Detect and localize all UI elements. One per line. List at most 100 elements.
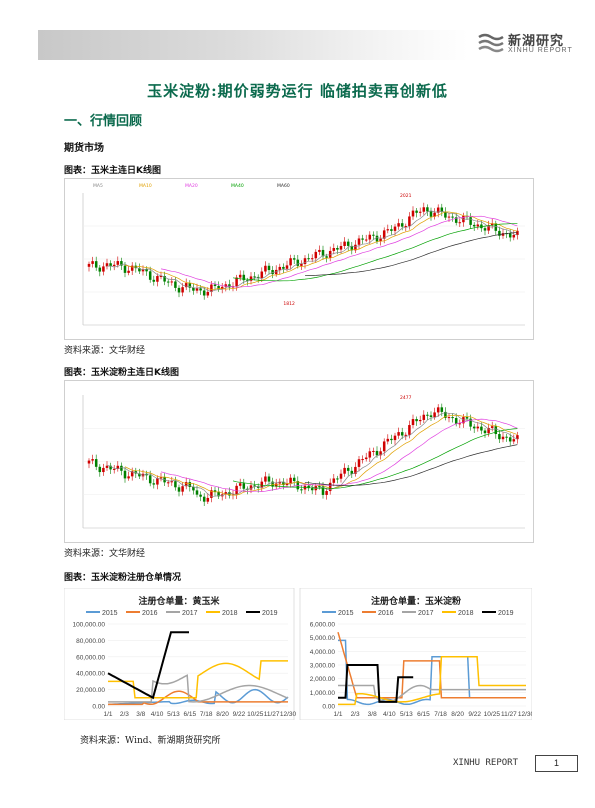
candle-body — [386, 438, 390, 442]
y-tick-label: 3,000.00 — [310, 663, 336, 670]
candle-body — [364, 457, 368, 460]
candle-body — [429, 415, 433, 418]
candle-body — [458, 222, 462, 224]
candle-body — [480, 426, 483, 431]
candle-body — [476, 426, 480, 429]
candle-body — [390, 229, 393, 231]
candle-body — [213, 284, 217, 286]
candle-body — [166, 482, 170, 484]
y-tick-label: 80,000.00 — [76, 638, 105, 645]
candle-body — [404, 434, 408, 436]
candle-body — [130, 471, 134, 477]
candle-body — [487, 427, 490, 434]
candle-body — [321, 249, 325, 257]
figure-source-starch: 资料来源：文华财经 — [64, 549, 146, 559]
candle-body — [465, 417, 469, 419]
candle-body — [267, 265, 271, 271]
candle-body — [282, 266, 285, 269]
candle-body — [174, 281, 177, 288]
candle-body — [188, 283, 192, 288]
price-annotation: 2021 — [400, 193, 412, 199]
candle-body — [390, 438, 393, 441]
candle-body — [472, 426, 476, 429]
starch-kline-chart: 2477 — [64, 380, 534, 543]
candle-body — [206, 291, 210, 296]
candle-body — [444, 411, 447, 418]
legend-label: 2015 — [102, 610, 118, 617]
logo-cn-text: 新湖研究 — [508, 34, 565, 49]
candle-body — [156, 478, 159, 485]
figure-caption-receipts: 图表：玉米淀粉注册仓单情况 — [64, 573, 182, 583]
candle-body — [195, 288, 199, 291]
moving-average-line — [304, 444, 518, 486]
candle-body — [224, 492, 228, 495]
candle-body — [141, 269, 145, 272]
candle-body — [436, 407, 440, 413]
candle-body — [426, 207, 429, 212]
candle-body — [238, 483, 242, 486]
candle-body — [94, 261, 98, 268]
figure-caption-corn: 图表：玉米主连日K线图 — [64, 166, 161, 176]
candle-body — [300, 263, 303, 266]
subsection-heading: 期货市场 — [64, 143, 104, 154]
legend-label: 2015 — [338, 610, 354, 617]
series-line — [108, 674, 289, 703]
candle-body — [336, 247, 339, 250]
candle-body — [289, 477, 292, 484]
candle-body — [260, 271, 264, 279]
candle-body — [192, 486, 195, 491]
legend-label: 2017 — [182, 610, 198, 617]
series-line — [337, 631, 526, 699]
candle-body — [354, 466, 357, 474]
x-tick-label: 3/8 — [368, 711, 377, 718]
candle-body — [408, 425, 411, 435]
candle-body — [307, 258, 310, 260]
figure-caption-starch: 图表：玉米淀粉主连日K线图 — [64, 368, 179, 378]
candle-body — [375, 450, 379, 456]
candle-body — [235, 277, 238, 287]
candle-body — [282, 481, 285, 486]
moving-average-line — [232, 223, 518, 282]
logo-waves-icon — [478, 33, 504, 53]
y-tick-label: 40,000.00 — [76, 671, 105, 678]
candle-body — [318, 249, 321, 252]
candle-body — [354, 244, 357, 251]
candle-body — [350, 470, 354, 474]
x-tick-label: 6/15 — [417, 711, 430, 718]
candle-body — [476, 224, 480, 227]
x-tick-label: 11/27 — [501, 711, 517, 718]
x-tick-label: 11/27 — [264, 711, 280, 718]
candle-body — [174, 481, 177, 488]
candle-body — [238, 274, 242, 278]
y-tick-label: 6,000.00 — [310, 622, 336, 629]
candle-body — [267, 476, 271, 482]
moving-average-line — [304, 231, 518, 277]
moving-average-line — [106, 412, 518, 497]
legend-label: MA40 — [231, 183, 244, 189]
candle-body — [346, 241, 350, 246]
legend-label: 2016 — [378, 610, 394, 617]
footer-report-label: XINHU REPORT — [453, 758, 519, 768]
candle-body — [105, 263, 109, 267]
warehouse-receipt-charts: 注册仓单量：黄玉米 2015 2016 2017 2018 2019 100,000.00 8… — [63, 587, 535, 721]
candle-body — [199, 494, 202, 497]
candle-body — [472, 224, 476, 227]
candle-body — [458, 423, 462, 425]
candle-body — [123, 470, 127, 479]
candle-body — [357, 238, 361, 245]
candle-body — [397, 432, 400, 436]
candle-body — [242, 274, 246, 281]
candle-body — [166, 281, 170, 283]
x-tick-label: 4/10 — [383, 711, 396, 718]
candle-body — [228, 492, 231, 496]
candle-body — [98, 466, 102, 473]
candle-body — [210, 284, 213, 292]
candle-body — [188, 482, 192, 487]
candle-body — [447, 216, 451, 218]
page-title: 玉米淀粉:期价弱势运行 临储拍卖再创新低 — [147, 82, 448, 100]
candle-body — [112, 468, 116, 470]
series-line — [338, 664, 414, 703]
receipt-panel: 注册仓单量：玉米淀粉 2015 2016 2017 2018 2019 6,000.00 5,… — [299, 587, 535, 721]
series-line — [338, 684, 526, 703]
candle-body — [253, 485, 256, 487]
